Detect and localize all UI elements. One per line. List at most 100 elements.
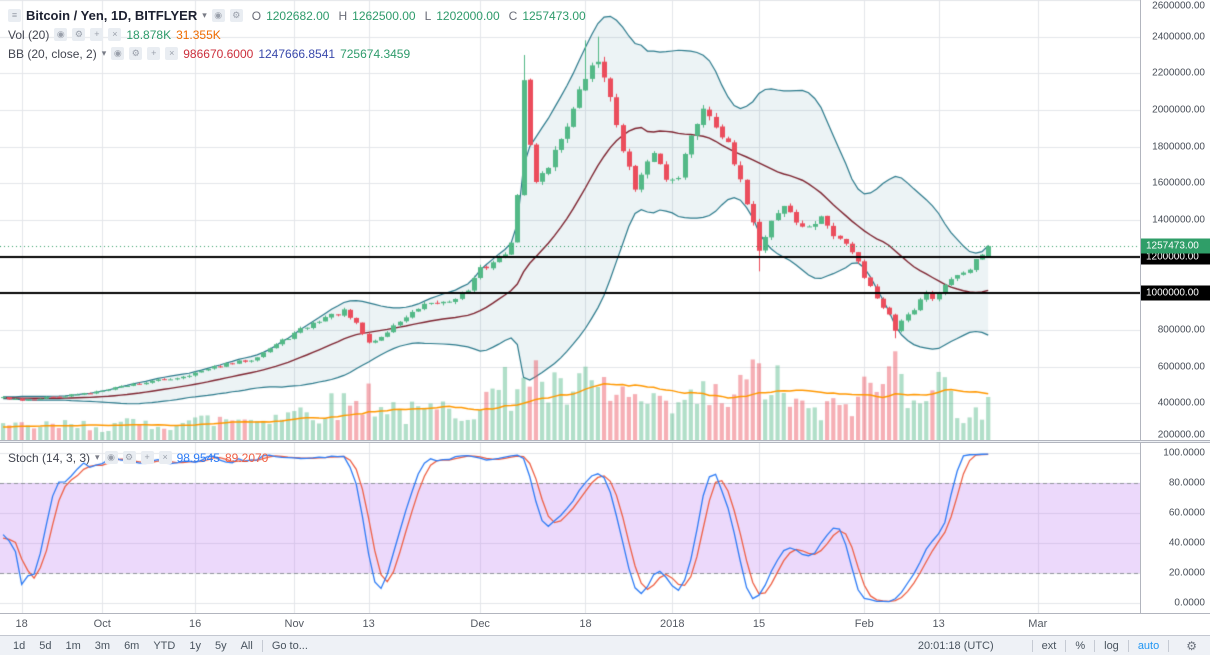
price-tick-label: 1400000.00	[1152, 214, 1205, 226]
settings-icon[interactable]: ⚙	[229, 9, 243, 22]
time-axis-label: Mar	[1028, 618, 1048, 630]
price-tick-label: 2400000.00	[1152, 31, 1205, 43]
close-value: 1257473.00	[522, 8, 586, 23]
price-chart-canvas[interactable]	[0, 0, 1140, 440]
bb-basis-value: 986670.6000	[183, 46, 254, 61]
stoch-chart-canvas[interactable]	[0, 443, 1140, 613]
range-button[interactable]: 1m	[59, 637, 88, 655]
menu-icon[interactable]: ≡	[8, 9, 21, 22]
volume-ma-value: 31.355K	[176, 27, 221, 42]
settings-icon[interactable]: ⚙	[1179, 637, 1204, 655]
toolbar-separator	[1031, 639, 1033, 652]
settings-icon[interactable]: ⚙	[72, 28, 86, 41]
time-axis-label: 13	[362, 618, 375, 630]
eye-icon[interactable]: ◉	[111, 47, 125, 60]
symbol-row: ≡ Bitcoin / Yen, 1D, BITFLYER ▾ ◉ ⚙ O 12…	[8, 6, 586, 25]
toolbar-separator	[1094, 639, 1096, 652]
range-button[interactable]: 3m	[88, 637, 117, 655]
price-pane[interactable]: ≡ Bitcoin / Yen, 1D, BITFLYER ▾ ◉ ⚙ O 12…	[0, 0, 1140, 440]
percent-scale-button[interactable]: %	[1068, 637, 1092, 655]
stoch-tick-label: 40.0000	[1168, 537, 1205, 549]
price-tick-label: 1800000.00	[1152, 141, 1205, 153]
current-price-badge: 1257473.00	[1141, 238, 1210, 254]
add-icon[interactable]: +	[140, 451, 154, 464]
auto-scale-button[interactable]: auto	[1131, 637, 1166, 655]
symbol-title[interactable]: Bitcoin / Yen, 1D, BITFLYER	[26, 8, 198, 23]
price-axis[interactable]: 2600000.00 2400000.00 2200000.00 2000000.00…	[1140, 0, 1210, 613]
clock-utc[interactable]: 20:01:18 (UTC)	[917, 639, 994, 652]
range-button[interactable]: 1y	[182, 637, 208, 655]
chart-legend: ≡ Bitcoin / Yen, 1D, BITFLYER ▾ ◉ ⚙ O 12…	[8, 6, 586, 63]
open-label: O	[251, 8, 262, 23]
time-axis-label: 18	[15, 618, 28, 630]
high-value: 1262500.00	[352, 8, 416, 23]
eye-icon[interactable]: ◉	[54, 28, 68, 41]
price-tick-label: 200000.00	[1157, 429, 1205, 441]
toolbar-separator	[1127, 639, 1129, 652]
open-value: 1202682.00	[266, 8, 330, 23]
range-button[interactable]: All	[234, 637, 260, 655]
price-tick-label: 2200000.00	[1152, 67, 1205, 79]
stoch-k-value: 98.9545	[176, 450, 220, 465]
time-axis-label: 15	[752, 618, 766, 630]
stoch-tick-label: 0.0000	[1174, 597, 1205, 609]
range-button[interactable]: 1d	[6, 637, 32, 655]
toolbar-separator	[1065, 639, 1067, 652]
volume-indicator-label[interactable]: Vol (20)	[8, 27, 50, 42]
time-axis[interactable]: 18 Oct 16 Nov 13 Dec 18 2018 15 Feb 13 Mar	[0, 613, 1210, 635]
chevron-down-icon[interactable]: ▾	[95, 452, 100, 462]
close-label: C	[508, 8, 518, 23]
stoch-indicator-label[interactable]: Stoch (14, 3, 3)	[8, 450, 91, 465]
close-icon[interactable]: ×	[108, 28, 122, 41]
bottom-toolbar: 1d 5d 1m 3m 6m YTD 1y 5y All Go to... 20:01:18 (…	[0, 635, 1210, 655]
goto-button[interactable]: Go to...	[265, 637, 315, 655]
time-axis-label: Feb	[854, 618, 874, 630]
close-icon[interactable]: ×	[158, 451, 172, 464]
high-label: H	[338, 8, 348, 23]
bb-upper-value: 1247666.8541	[258, 46, 336, 61]
stoch-indicator-row: Stoch (14, 3, 3) ▾ ◉ ⚙ + × 98.9545 89.20…	[8, 448, 268, 467]
toolbar-separator	[1168, 639, 1170, 652]
volume-value: 18.878K	[126, 27, 172, 42]
pane-resize-handle[interactable]	[0, 440, 1210, 443]
range-buttons: 1d 5d 1m 3m 6m YTD 1y 5y All	[6, 637, 260, 655]
volume-indicator-row: Vol (20) ◉ ⚙ + × 18.878K 31.355K	[8, 25, 586, 44]
toolbar-separator	[261, 639, 263, 652]
price-tick-label: 400000.00	[1157, 397, 1205, 409]
bb-indicator-label[interactable]: BB (20, close, 2)	[8, 46, 97, 61]
extended-hours-button[interactable]: ext	[1035, 637, 1064, 655]
log-scale-button[interactable]: log	[1097, 637, 1126, 655]
time-axis-label: 13	[932, 618, 945, 630]
settings-icon[interactable]: ⚙	[122, 451, 136, 464]
stoch-pane[interactable]: Stoch (14, 3, 3) ▾ ◉ ⚙ + × 98.9545 89.20…	[0, 443, 1140, 613]
close-icon[interactable]: ×	[165, 47, 179, 60]
settings-icon[interactable]: ⚙	[129, 47, 143, 60]
stoch-tick-label: 20.0000	[1168, 567, 1205, 579]
eye-icon[interactable]: ◉	[211, 9, 225, 22]
low-value: 1202000.00	[436, 8, 500, 23]
range-button[interactable]: 5d	[32, 637, 58, 655]
stoch-legend: Stoch (14, 3, 3) ▾ ◉ ⚙ + × 98.9545 89.20…	[8, 448, 268, 467]
price-tick-label: 800000.00	[1157, 324, 1205, 336]
range-button[interactable]: YTD	[146, 637, 182, 655]
stoch-d-value: 89.2070	[224, 450, 269, 465]
range-button[interactable]: 6m	[117, 637, 146, 655]
time-axis-label: 18	[579, 618, 592, 630]
eye-icon[interactable]: ◉	[104, 451, 118, 464]
stoch-tick-label: 100.0000	[1163, 447, 1205, 459]
price-tick-label: 2000000.00	[1152, 104, 1205, 116]
price-tick-label: 1600000.00	[1152, 177, 1205, 189]
chevron-down-icon[interactable]: ▾	[101, 48, 107, 58]
price-line-badge: 1000000.00	[1141, 285, 1210, 301]
time-axis-label: Nov	[284, 618, 305, 630]
add-icon[interactable]: +	[90, 28, 104, 41]
stoch-tick-label: 80.0000	[1168, 477, 1205, 489]
time-axis-label: 2018	[659, 618, 685, 630]
add-icon[interactable]: +	[147, 47, 161, 60]
price-tick-label: 2600000.00	[1152, 0, 1205, 12]
price-tick-label: 600000.00	[1157, 361, 1205, 373]
range-button[interactable]: 5y	[208, 637, 234, 655]
chevron-down-icon[interactable]: ▾	[202, 10, 207, 20]
time-axis-label: Dec	[470, 618, 490, 630]
